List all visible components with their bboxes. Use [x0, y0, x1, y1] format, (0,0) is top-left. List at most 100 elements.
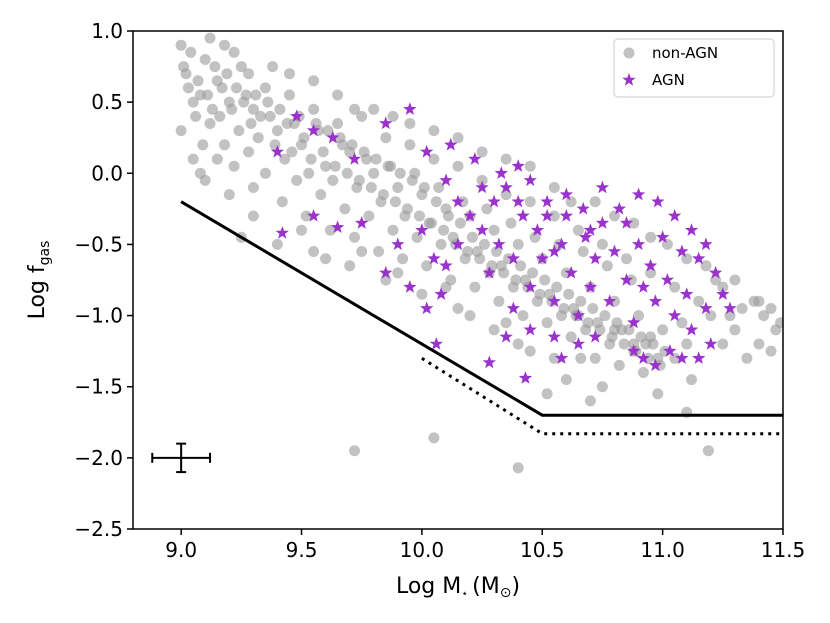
data-point-agn — [429, 337, 443, 350]
y-tick-label: −1.0 — [74, 304, 123, 328]
data-point-non-agn — [216, 82, 228, 94]
data-point-agn — [684, 223, 699, 236]
data-point-non-agn — [498, 267, 510, 279]
data-point-non-agn — [741, 352, 753, 364]
y-tick-label: 0.0 — [91, 161, 123, 185]
data-point-agn — [559, 187, 573, 201]
data-point-agn — [355, 216, 369, 229]
data-point-non-agn — [736, 303, 748, 314]
legend-box — [613, 38, 775, 98]
data-point-non-agn — [363, 210, 375, 222]
data-point-agn — [444, 137, 458, 151]
x-tick-label: 10.0 — [400, 538, 445, 562]
data-point-agn — [523, 173, 537, 187]
data-point-non-agn — [700, 260, 712, 272]
data-point-non-agn — [623, 324, 635, 336]
y-axis: 1.0 0.5 0.0 −0.5 −1.0 −1.5 −2.0 −2.5 — [74, 19, 133, 541]
data-point-non-agn — [247, 182, 259, 193]
data-point-non-agn — [611, 317, 623, 329]
data-point-non-agn — [474, 253, 486, 265]
data-point-non-agn — [628, 217, 640, 229]
data-point-non-agn — [669, 281, 681, 293]
data-point-non-agn — [609, 210, 620, 222]
data-point-agn — [619, 273, 634, 286]
data-point-non-agn — [765, 303, 777, 314]
data-point-non-agn — [353, 174, 365, 186]
data-point-non-agn — [305, 153, 317, 165]
data-point-non-agn — [661, 238, 673, 250]
data-point-agn — [523, 280, 537, 293]
data-point-agn — [306, 209, 321, 222]
data-point-agn — [571, 337, 585, 350]
data-point-non-agn — [187, 153, 199, 165]
data-point-non-agn — [669, 352, 681, 364]
data-point-non-agn — [279, 153, 291, 165]
data-point-non-agn — [512, 238, 524, 250]
data-point-non-agn — [187, 96, 199, 108]
y-tick-label: −2.5 — [74, 517, 123, 541]
x-tick-label: 9.5 — [286, 538, 318, 562]
data-point-agn — [607, 244, 622, 258]
data-point-agn — [523, 322, 537, 336]
data-point-non-agn — [238, 96, 250, 108]
data-point-non-agn — [175, 39, 187, 51]
x-tick-label: 10.5 — [520, 538, 565, 562]
data-point-non-agn — [349, 231, 360, 243]
data-point-non-agn — [389, 196, 401, 208]
data-point-agn — [554, 351, 569, 364]
legend: non-AGN AGN — [613, 38, 775, 98]
data-point-agn — [420, 144, 434, 158]
data-point-agn — [439, 258, 453, 272]
data-point-non-agn — [211, 153, 223, 165]
data-point-non-agn — [300, 210, 312, 222]
data-point-non-agn — [322, 125, 334, 137]
x-axis-title: Log M⋆ (M⊙) — [396, 574, 520, 601]
data-point-agn — [547, 294, 561, 307]
data-point-agn — [506, 251, 520, 265]
data-point-non-agn — [548, 210, 560, 222]
data-point-agn — [475, 180, 489, 194]
data-point-agn — [699, 301, 713, 315]
data-point-non-agn — [404, 139, 416, 151]
data-point-agn — [578, 230, 593, 243]
legend-marker-non-agn — [623, 47, 635, 59]
data-point-non-agn — [329, 160, 341, 172]
data-point-agn — [576, 201, 590, 215]
data-point-agn — [651, 194, 665, 208]
data-point-non-agn — [226, 103, 238, 115]
data-point-non-agn — [606, 331, 618, 343]
data-point-non-agn — [652, 388, 664, 400]
y-tick-label: 1.0 — [91, 19, 123, 43]
data-point-non-agn — [589, 352, 601, 364]
data-point-agn — [595, 180, 610, 194]
data-point-non-agn — [291, 174, 303, 186]
data-point-non-agn — [548, 352, 560, 364]
data-point-agn — [595, 216, 610, 229]
data-point-agn — [603, 294, 617, 307]
gas-fraction-limit-line — [180, 200, 783, 417]
data-point-agn — [660, 273, 675, 286]
data-point-agn — [451, 194, 465, 208]
data-point-non-agn — [488, 324, 500, 336]
data-point-non-agn — [310, 118, 322, 129]
data-point-non-agn — [563, 288, 575, 300]
data-point-non-agn — [442, 210, 454, 222]
data-point-non-agn — [356, 110, 368, 122]
data-point-non-agn — [356, 246, 368, 257]
data-point-non-agn — [349, 103, 360, 115]
data-point-non-agn — [479, 238, 490, 250]
x-axis-title-unit-close: ) — [511, 574, 520, 599]
data-point-agn — [648, 294, 663, 307]
data-point-non-agn — [406, 174, 418, 186]
data-point-non-agn — [486, 260, 498, 272]
data-point-non-agn — [262, 96, 274, 108]
data-point-agn — [588, 329, 602, 343]
data-point-non-agn — [269, 139, 281, 151]
data-point-non-agn — [527, 267, 539, 279]
data-point-non-agn — [252, 132, 264, 144]
data-point-non-agn — [618, 338, 630, 350]
data-point-non-agn — [433, 182, 445, 193]
data-point-non-agn — [308, 75, 320, 87]
data-point-non-agn — [753, 295, 765, 307]
data-point-non-agn — [247, 210, 259, 222]
